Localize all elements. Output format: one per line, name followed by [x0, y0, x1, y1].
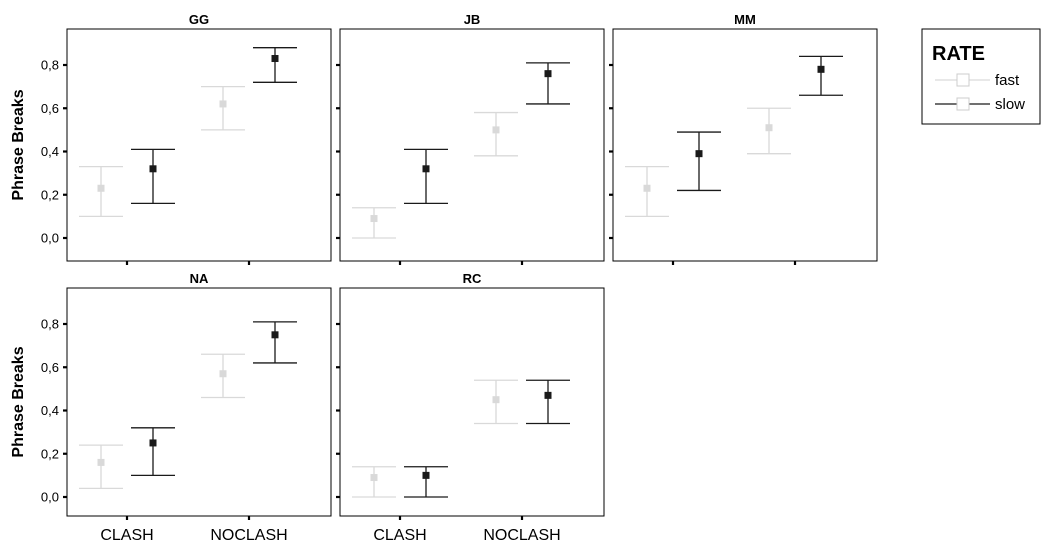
mean-point-fast	[492, 126, 500, 134]
y-tick-label: 0,2	[41, 187, 59, 202]
mean-point-fast	[97, 184, 105, 192]
panel-title-jb: JB	[464, 12, 481, 27]
mean-point-slow	[271, 331, 279, 339]
y-tick-label: 0,4	[41, 144, 59, 159]
mean-point-fast	[97, 458, 105, 466]
y-axis-label: Phrase Breaks	[10, 346, 27, 457]
mean-point-slow	[544, 391, 552, 399]
x-tick-label-clash: CLASH	[100, 527, 153, 544]
panel-title-na: NA	[190, 271, 209, 286]
mean-point-slow	[817, 65, 825, 73]
y-tick-label: 0,2	[41, 446, 59, 461]
panel-mm-frame	[612, 28, 878, 262]
mean-point-fast	[492, 396, 500, 404]
y-tick-label: 0,6	[41, 101, 59, 116]
mean-point-fast	[643, 184, 651, 192]
y-tick-label: 0,8	[41, 58, 59, 73]
x-tick-label-clash: CLASH	[373, 527, 426, 544]
mean-point-slow	[149, 165, 157, 173]
panel-title-mm: MM	[734, 12, 756, 27]
y-tick-label: 0,4	[41, 403, 59, 418]
x-tick-label-noclash: NOCLASH	[210, 527, 287, 544]
panel-title-rc: RC	[463, 271, 482, 286]
mean-point-fast	[370, 215, 378, 223]
x-tick-label-noclash: NOCLASH	[483, 527, 560, 544]
y-tick-label: 0,0	[41, 231, 59, 246]
panel-na-frame	[66, 287, 332, 517]
y-tick-label: 0,0	[41, 490, 59, 505]
mean-point-slow	[422, 165, 430, 173]
panel-title-gg: GG	[189, 12, 209, 27]
y-tick-label: 0,6	[41, 360, 59, 375]
legend-key-slow	[956, 97, 970, 111]
y-axis-label: Phrase Breaks	[10, 89, 27, 200]
mean-point-slow	[271, 55, 279, 63]
legend	[921, 28, 1041, 125]
mean-point-fast	[370, 474, 378, 482]
legend-title: RATE	[932, 43, 985, 65]
mean-point-slow	[544, 70, 552, 78]
mean-point-slow	[695, 150, 703, 158]
mean-point-fast	[765, 124, 773, 132]
y-tick-label: 0,8	[41, 317, 59, 332]
mean-point-slow	[149, 439, 157, 447]
mean-point-slow	[422, 471, 430, 479]
legend-key-fast	[956, 73, 970, 87]
panel-jb-frame	[339, 28, 605, 262]
legend-label-fast: fast	[995, 72, 1020, 89]
mean-point-fast	[219, 100, 227, 108]
panel-rc-frame	[339, 287, 605, 517]
legend-label-slow: slow	[995, 96, 1025, 113]
panel-gg-frame	[66, 28, 332, 262]
mean-point-fast	[219, 370, 227, 378]
